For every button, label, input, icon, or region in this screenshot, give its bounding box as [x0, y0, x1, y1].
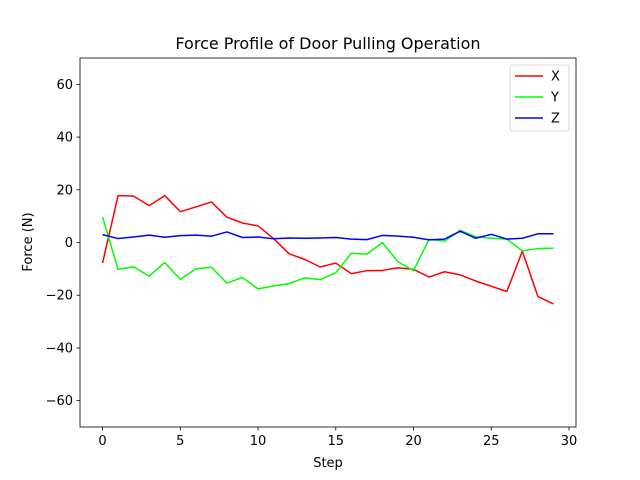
y-axis-label: Force (N): [21, 212, 36, 271]
x-tick-label: 15: [328, 434, 345, 449]
x-tick-label: 5: [176, 434, 184, 449]
x-tick-label: 30: [561, 434, 578, 449]
y-tick-label: −60: [46, 394, 73, 409]
series-line-y: [101, 216, 554, 290]
legend-label-z: Z: [551, 112, 560, 127]
plot-area: 0 5 10 15 20 25 30 −60 −40 −20 0 20 40 60: [46, 57, 578, 449]
y-tick-label: 20: [56, 183, 73, 198]
legend: XYZ: [509, 64, 570, 132]
x-tick-label: 0: [98, 434, 106, 449]
y-tick-label: −20: [46, 289, 73, 304]
legend-label-y: Y: [550, 91, 559, 106]
x-tick-label: 10: [250, 434, 267, 449]
legend-label-x: X: [551, 70, 560, 85]
x-tick-label: 25: [483, 434, 500, 449]
series-line-x: [101, 194, 554, 305]
y-tick-label: −40: [46, 341, 73, 356]
x-tick-label: 20: [405, 434, 422, 449]
y-tick-label: 60: [56, 78, 73, 93]
series-line-z: [102, 230, 554, 241]
legend-box: [509, 64, 570, 132]
y-tick-label: 0: [65, 236, 73, 251]
chart-title: Force Profile of Door Pulling Operation: [175, 34, 480, 53]
y-tick-label: 40: [56, 131, 73, 146]
x-axis-label: Step: [313, 456, 343, 471]
plot-frame: [79, 57, 577, 428]
